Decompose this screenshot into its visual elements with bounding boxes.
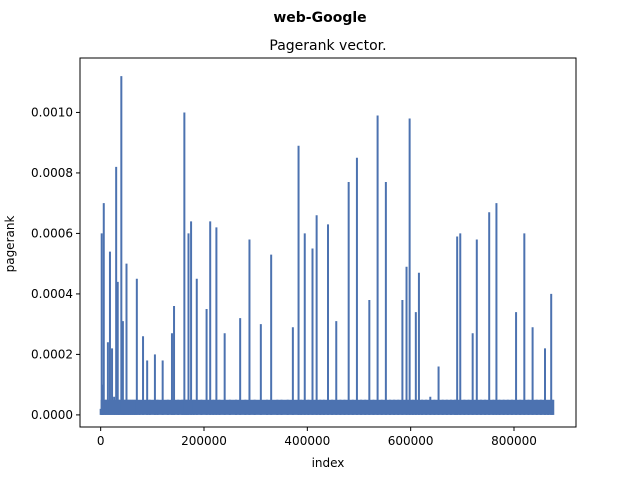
chart-suptitle: web-Google [273,10,366,26]
x-tick-label: 400000 [284,434,330,448]
y-tick-label: 0.0006 [31,226,73,240]
y-tick-label: 0.0000 [31,408,73,422]
x-tick-label: 0 [97,434,105,448]
x-axis: 0 200000 400000 600000 800000 [97,427,537,448]
y-tick-label: 0.0010 [31,105,73,119]
y-tick-label: 0.0004 [31,287,73,301]
y-axis-label: pagerank [3,216,17,273]
x-axis-label: index [312,456,345,470]
y-axis: 0.0000 0.0002 0.0004 0.0006 0.0008 0.0010 [31,105,80,422]
x-tick-label: 600000 [388,434,434,448]
x-tick-label: 800000 [491,434,537,448]
y-tick-label: 0.0002 [31,347,73,361]
axes-frame [79,57,577,428]
chart-title: Pagerank vector. [269,38,386,54]
y-tick-label: 0.0008 [31,166,73,180]
plot-area [99,76,555,415]
x-tick-label: 200000 [181,434,227,448]
